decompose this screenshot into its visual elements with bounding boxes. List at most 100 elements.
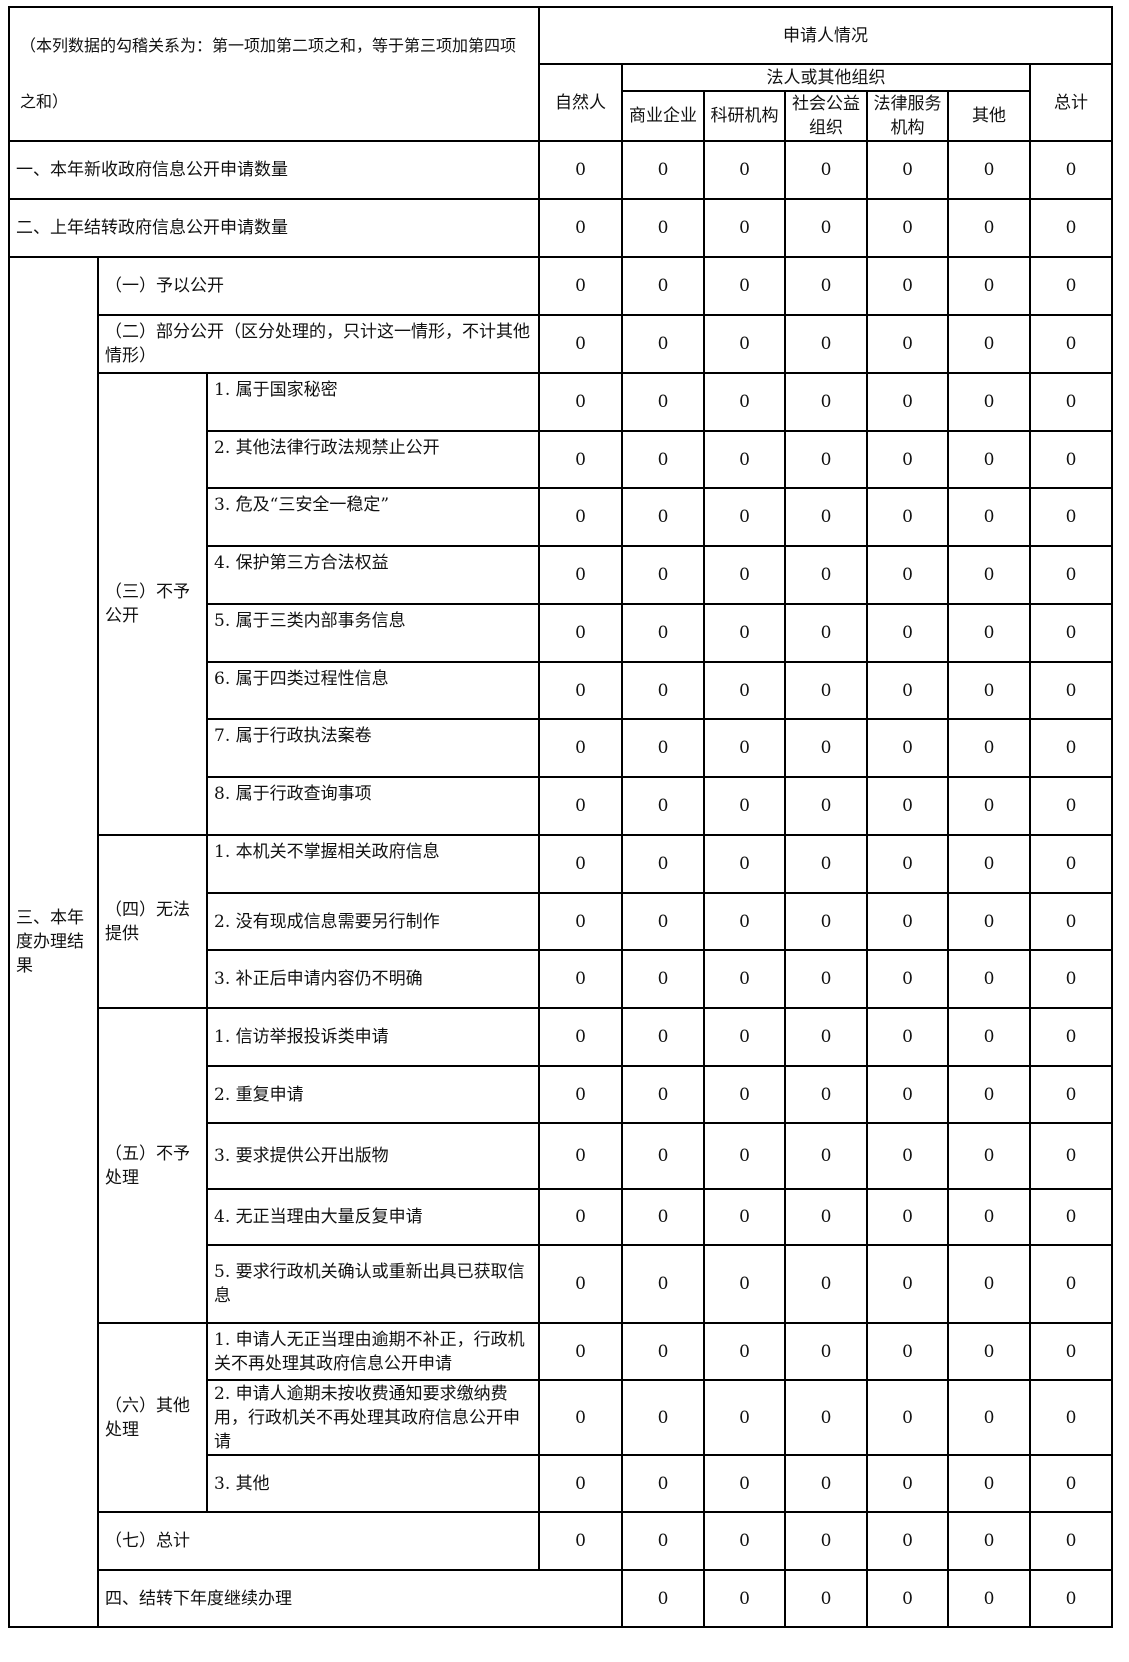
value-cell: 0 xyxy=(947,718,1031,778)
table-row: （二）部分公开（区分处理的，只计这一情形，不计其他情形） 0 0 0 0 0 0 0 xyxy=(9,314,1113,374)
value-cell: 0 xyxy=(947,1188,1031,1246)
value-cell: 0 xyxy=(703,1065,786,1124)
value-cell: 0 xyxy=(784,949,868,1009)
row-label: 4. 保护第三方合法权益 xyxy=(206,545,540,605)
group-other-process: （六）其他处理 xyxy=(97,1322,208,1513)
value-cell: 0 xyxy=(947,892,1031,951)
value-cell: 0 xyxy=(621,603,705,663)
value-cell: 0 xyxy=(621,487,705,547)
value-cell: 0 xyxy=(703,430,786,489)
value-cell: 0 xyxy=(784,1379,868,1456)
value-cell: 0 xyxy=(1029,487,1113,547)
government-info-disclosure-table: （本列数据的勾稽关系为：第一项加第二项之和，等于第三项加第四项之和） 申请人情况… xyxy=(8,6,1113,1628)
value-cell: 0 xyxy=(784,834,868,894)
value-cell: 0 xyxy=(947,1569,1031,1628)
value-cell: 0 xyxy=(866,256,949,316)
value-cell: 0 xyxy=(947,314,1031,374)
value-cell: 0 xyxy=(703,1379,786,1456)
table-row: 三、本年度办理结果 （一）予以公开 0 0 0 0 0 0 0 xyxy=(8,256,1113,1628)
table-row: 3. 要求提供公开出版物 0 0 0 0 0 0 0 xyxy=(9,1122,1113,1190)
value-cell: 0 xyxy=(1029,256,1113,316)
table-row: 2. 没有现成信息需要另行制作 0 0 0 0 0 0 0 xyxy=(9,892,1113,951)
value-cell: 0 xyxy=(784,372,868,432)
value-cell: 0 xyxy=(1029,1188,1113,1246)
value-cell: 0 xyxy=(538,487,623,547)
value-cell: 0 xyxy=(1029,892,1113,951)
value-cell: 0 xyxy=(703,1244,786,1324)
value-cell: 0 xyxy=(866,430,949,489)
value-cell: 0 xyxy=(538,892,623,951)
value-cell: 0 xyxy=(621,1379,705,1456)
value-cell: 0 xyxy=(703,256,786,316)
value-cell: 0 xyxy=(538,1511,623,1571)
value-cell: 0 xyxy=(866,1379,949,1456)
value-cell: 0 xyxy=(1029,140,1113,200)
value-cell: 0 xyxy=(784,1454,868,1513)
value-cell: 0 xyxy=(784,1122,868,1190)
value-cell: 0 xyxy=(947,949,1031,1009)
table-row: 一、本年新收政府信息公开申请数量 0 0 0 0 0 0 0 xyxy=(8,140,1113,200)
value-cell: 0 xyxy=(866,1569,949,1628)
table-row: 3. 危及“三安全一稳定” 0 0 0 0 0 0 0 xyxy=(9,487,1113,547)
value-cell: 0 xyxy=(621,718,705,778)
value-cell: 0 xyxy=(703,661,786,720)
value-cell: 0 xyxy=(784,545,868,605)
value-cell: 0 xyxy=(621,834,705,894)
value-cell: 0 xyxy=(538,603,623,663)
value-cell: 0 xyxy=(866,776,949,836)
value-cell: 0 xyxy=(703,545,786,605)
value-cell: 0 xyxy=(703,1511,786,1571)
value-cell: 0 xyxy=(538,776,623,836)
header-note: （本列数据的勾稽关系为：第一项加第二项之和，等于第三项加第四项之和） xyxy=(8,6,540,142)
table-row: （三）不予公开 1. 属于国家秘密 0 0 0 0 0 0 0 xyxy=(9,372,1113,836)
value-cell: 0 xyxy=(538,1379,623,1456)
value-cell: 0 xyxy=(538,1188,623,1246)
value-cell: 0 xyxy=(621,256,705,316)
value-cell: 0 xyxy=(784,892,868,951)
value-cell: 0 xyxy=(784,430,868,489)
table-row: 7. 属于行政执法案卷 0 0 0 0 0 0 0 xyxy=(9,718,1113,778)
value-cell: 0 xyxy=(621,892,705,951)
value-cell: 0 xyxy=(1029,718,1113,778)
table-row: 5. 属于三类内部事务信息 0 0 0 0 0 0 0 xyxy=(9,603,1113,663)
value-cell: 0 xyxy=(538,430,623,489)
value-cell: 0 xyxy=(1029,603,1113,663)
value-cell: 0 xyxy=(621,545,705,605)
value-cell: 0 xyxy=(947,545,1031,605)
value-cell: 0 xyxy=(703,949,786,1009)
value-cell: 0 xyxy=(947,776,1031,836)
value-cell: 0 xyxy=(621,314,705,374)
value-cell: 0 xyxy=(947,603,1031,663)
header-applicant: 申请人情况 xyxy=(538,6,1113,65)
value-cell: 0 xyxy=(866,718,949,778)
row-label: 四、结转下年度继续办理 xyxy=(97,1569,623,1628)
header-sub-column: 社会公益组织 xyxy=(784,90,868,142)
row-label: 一、本年新收政府信息公开申请数量 xyxy=(8,140,540,200)
row-label: 8. 属于行政查询事项 xyxy=(206,776,540,836)
table-row: 3. 补正后申请内容仍不明确 0 0 0 0 0 0 0 xyxy=(9,949,1113,1009)
row-label: 1. 申请人无正当理由逾期不补正，行政机关不再处理其政府信息公开申请 xyxy=(206,1322,540,1381)
value-cell: 0 xyxy=(621,1065,705,1124)
value-cell: 0 xyxy=(866,1322,949,1381)
value-cell: 0 xyxy=(784,1065,868,1124)
table-row: 6. 属于四类过程性信息 0 0 0 0 0 0 0 xyxy=(9,661,1113,720)
value-cell: 0 xyxy=(947,1322,1031,1381)
value-cell: 0 xyxy=(621,1188,705,1246)
value-cell: 0 xyxy=(538,661,623,720)
value-cell: 0 xyxy=(703,1007,786,1067)
header-total: 总计 xyxy=(1029,63,1113,142)
value-cell: 0 xyxy=(947,198,1031,258)
row-label: （二）部分公开（区分处理的，只计这一情形，不计其他情形） xyxy=(97,314,540,374)
table-row: （六）其他处理 1. 申请人无正当理由逾期不补正，行政机关不再处理其政府信息公开申… xyxy=(9,1322,1113,1513)
header-sub-column: 其他 xyxy=(947,90,1031,142)
row-label: 3. 补正后申请内容仍不明确 xyxy=(206,949,540,1009)
row-label: 二、上年结转政府信息公开申请数量 xyxy=(8,198,540,258)
value-cell: 0 xyxy=(866,198,949,258)
value-cell: 0 xyxy=(1029,198,1113,258)
value-cell: 0 xyxy=(621,1244,705,1324)
value-cell: 0 xyxy=(1029,949,1113,1009)
value-cell: 0 xyxy=(621,949,705,1009)
group-not-open: （三）不予公开 xyxy=(97,372,208,836)
table-row: 2. 其他法律行政法规禁止公开 0 0 0 0 0 0 0 xyxy=(9,430,1113,489)
value-cell: 0 xyxy=(947,1454,1031,1513)
